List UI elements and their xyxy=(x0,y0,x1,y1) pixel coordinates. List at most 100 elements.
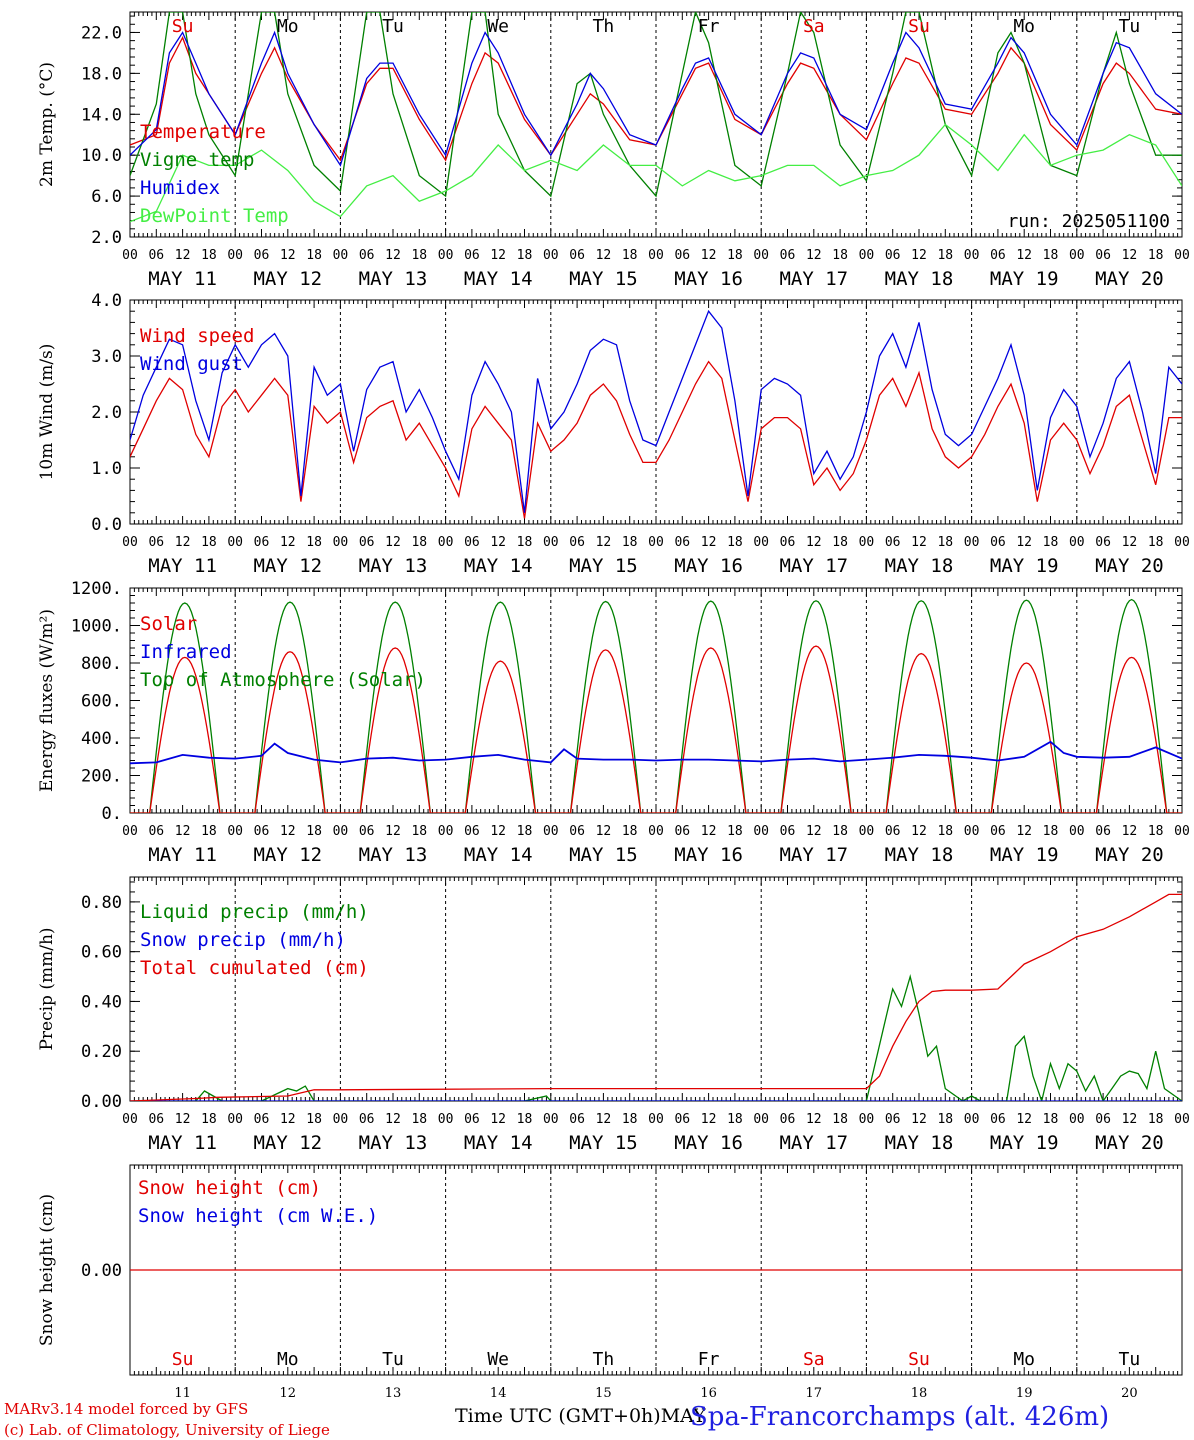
weekday-label: Tu xyxy=(1119,1349,1141,1370)
toa-solar-line xyxy=(130,598,1182,813)
hour-label: 00 xyxy=(543,248,559,263)
legend-entry: Solar xyxy=(140,613,197,635)
y-axis-label: Energy fluxes (W/m²) xyxy=(37,609,57,792)
hour-label: 00 xyxy=(859,535,875,550)
hour-label: 06 xyxy=(885,824,901,839)
hour-label: 12 xyxy=(1016,824,1032,839)
y-tick-label: 0.00 xyxy=(81,1092,122,1112)
hour-label: 06 xyxy=(464,1112,480,1127)
hour-label: 12 xyxy=(490,824,506,839)
hour-label: 18 xyxy=(622,1112,638,1127)
hour-label: 00 xyxy=(438,824,454,839)
date-label: MAY 16 xyxy=(674,1132,743,1154)
y-tick-label: 14.0 xyxy=(81,105,122,125)
weekday-label: Su xyxy=(908,1349,930,1370)
hour-label: 18 xyxy=(622,824,638,839)
infrared-line xyxy=(130,740,1182,765)
hour-label: 06 xyxy=(1095,248,1111,263)
hour-label: 00 xyxy=(227,248,243,263)
hour-label: 06 xyxy=(359,535,375,550)
hour-label: 00 xyxy=(1174,1112,1190,1127)
hour-label: 18 xyxy=(517,824,533,839)
weekday-label: Fr xyxy=(698,16,720,37)
wind-speed-line xyxy=(130,360,1182,519)
wind-gust-line xyxy=(130,309,1182,513)
legend-entry: DewPoint Temp xyxy=(140,205,289,227)
hour-label: 06 xyxy=(990,248,1006,263)
date-label: MAY 16 xyxy=(674,555,743,577)
hour-label: 18 xyxy=(1148,1112,1164,1127)
y-tick-label: 1200. xyxy=(71,579,122,599)
y-tick-label: 0. xyxy=(102,804,122,824)
hour-label: 06 xyxy=(569,535,585,550)
hour-label: 18 xyxy=(306,248,322,263)
hour-label: 06 xyxy=(990,1112,1006,1127)
day-number-label: 11 xyxy=(174,1386,191,1400)
hour-label: 18 xyxy=(411,248,427,263)
date-label: MAY 12 xyxy=(253,1132,322,1154)
hour-label: 18 xyxy=(727,535,743,550)
hour-label: 12 xyxy=(1122,535,1138,550)
y-tick-label: 0.00 xyxy=(81,1261,122,1281)
panel-1: 2.0 6.0 10.0 14.0 18.0 22.0 2m Temp. (°C) Tempe… xyxy=(37,11,1190,290)
date-label: MAY 19 xyxy=(990,1132,1059,1154)
day-number-label: 20 xyxy=(1121,1386,1138,1400)
date-label: MAY 15 xyxy=(569,1132,638,1154)
hour-label: 12 xyxy=(596,248,612,263)
hour-label: 18 xyxy=(832,824,848,839)
legend-entry: Liquid precip (mm/h) xyxy=(140,901,369,923)
date-label: MAY 18 xyxy=(885,1132,954,1154)
weekday-label: Sa xyxy=(803,16,825,37)
hour-label: 12 xyxy=(280,248,296,263)
run-label: run: 2025051100 xyxy=(1007,211,1170,232)
hour-label: 00 xyxy=(333,824,349,839)
hour-label: 18 xyxy=(937,248,953,263)
series-layer xyxy=(130,12,1182,223)
hour-label: 06 xyxy=(885,535,901,550)
station-label: Spa-Francorchamps (alt. 426m) xyxy=(690,1402,1110,1432)
date-label: MAY 15 xyxy=(569,844,638,866)
hour-label: 06 xyxy=(254,535,270,550)
hour-label: 00 xyxy=(543,535,559,550)
legend-entry: Wind gust xyxy=(140,353,243,375)
hour-label: 18 xyxy=(622,248,638,263)
hour-label: 00 xyxy=(227,1112,243,1127)
hour-label: 06 xyxy=(885,248,901,263)
hour-label: 06 xyxy=(674,248,690,263)
hour-label: 18 xyxy=(1043,248,1059,263)
hour-label: 12 xyxy=(385,1112,401,1127)
hour-label: 00 xyxy=(543,824,559,839)
hour-label: 18 xyxy=(306,824,322,839)
hour-label: 18 xyxy=(937,824,953,839)
hour-label: 12 xyxy=(1016,248,1032,263)
weekday-label: We xyxy=(487,16,509,37)
solar-line xyxy=(130,645,1182,813)
date-label: MAY 17 xyxy=(779,268,848,290)
hour-label: 00 xyxy=(438,535,454,550)
hour-label: 12 xyxy=(701,1112,717,1127)
hour-label: 12 xyxy=(280,1112,296,1127)
hour-label: 00 xyxy=(438,248,454,263)
weekday-label: Fr xyxy=(698,1349,720,1370)
lab-credit: (c) Lab. of Climatology, University of L… xyxy=(4,1421,330,1439)
day-number-label: 12 xyxy=(280,1386,297,1400)
date-label: MAY 19 xyxy=(990,844,1059,866)
hour-label: 06 xyxy=(148,824,164,839)
hour-label: 12 xyxy=(596,535,612,550)
hour-label: 06 xyxy=(1095,1112,1111,1127)
hour-label: 00 xyxy=(1069,248,1085,263)
hour-label: 18 xyxy=(937,535,953,550)
hour-label: 18 xyxy=(832,1112,848,1127)
humidex-line xyxy=(130,30,1182,167)
hour-label: 00 xyxy=(227,824,243,839)
hour-label: 06 xyxy=(254,824,270,839)
hour-label: 06 xyxy=(359,248,375,263)
hour-label: 12 xyxy=(806,535,822,550)
date-label: MAY 20 xyxy=(1095,1132,1164,1154)
time-axis-title-text: Time UTC (GMT+0h) xyxy=(455,1405,661,1427)
hour-label: 06 xyxy=(254,248,270,263)
hour-label: 12 xyxy=(490,535,506,550)
legend-entry: Snow height (cm) xyxy=(138,1177,321,1199)
hour-label: 06 xyxy=(359,824,375,839)
date-label: MAY 15 xyxy=(569,268,638,290)
